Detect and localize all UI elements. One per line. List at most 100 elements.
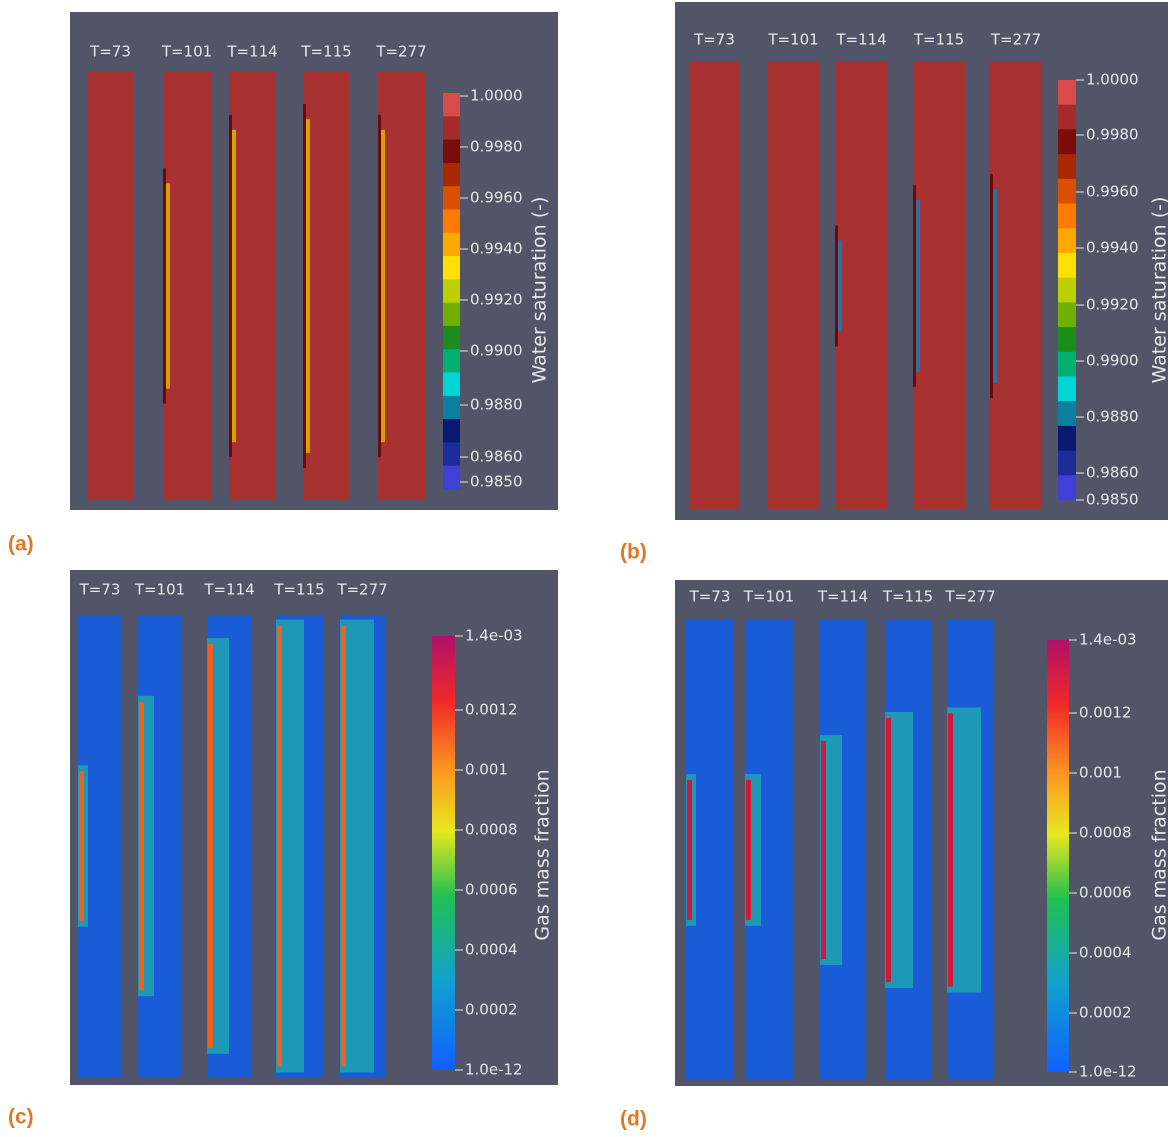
- time-label: T=114: [203, 581, 254, 599]
- domain-column: [229, 72, 276, 500]
- front: [835, 225, 838, 347]
- time-label: T=101: [134, 581, 185, 599]
- colorbar-tick-label: 0.9880: [1086, 408, 1139, 426]
- colorbar-segment: [1058, 104, 1076, 130]
- colorbar-tick-label: 0.9920: [470, 291, 523, 309]
- colorbar-segment: [443, 209, 460, 234]
- domain-column: [303, 72, 350, 500]
- time-label: T=115: [882, 588, 933, 606]
- colorbar-segment: [1058, 351, 1076, 377]
- colorbar-tick-label: 0.0012: [1079, 704, 1132, 722]
- colorbar-segment: [443, 395, 460, 420]
- domain-column: [88, 72, 133, 500]
- colorbar-segment: [1058, 154, 1076, 180]
- front: [208, 644, 213, 1048]
- colorbar-title: Water saturation (-): [1149, 197, 1171, 384]
- front: [277, 625, 282, 1067]
- front: [746, 780, 751, 920]
- front: [990, 174, 993, 398]
- colorbar-segment: [1058, 302, 1076, 328]
- front: [687, 780, 692, 920]
- colorbar-segment: [443, 162, 460, 187]
- colorbar-tick-label: 1.4e-03: [465, 627, 523, 645]
- front: [139, 701, 144, 991]
- colorbar-tick-label: 0.0008: [465, 821, 518, 839]
- time-label: T=115: [913, 31, 964, 49]
- colorbar-segment: [443, 139, 460, 164]
- front: [948, 713, 953, 987]
- front: [303, 104, 306, 468]
- colorbar-segment: [1058, 277, 1076, 303]
- colorbar-segment: [1058, 327, 1076, 353]
- colorbar-tick-label: 0.0004: [465, 941, 518, 959]
- domain-column: [689, 62, 740, 510]
- colorbar: [432, 636, 455, 1070]
- colorbar-tick-label: 0.9960: [470, 189, 523, 207]
- colorbar-tick-label: 0.9900: [470, 342, 523, 360]
- colorbar-segment: [443, 186, 460, 210]
- domain-column: [835, 62, 888, 510]
- front: [993, 189, 997, 383]
- time-label: T=114: [835, 31, 886, 49]
- colorbar-tick-label: 1.0e-12: [1079, 1063, 1137, 1081]
- colorbar-title: Gas mass fraction: [1149, 769, 1171, 940]
- colorbar-tick-label: 0.0012: [465, 701, 518, 719]
- colorbar-segment: [443, 302, 460, 327]
- colorbar-segment: [1058, 203, 1076, 229]
- colorbar-tick-label: 0.9850: [1086, 491, 1139, 509]
- colorbar-tick-label: 0.0002: [1079, 1004, 1132, 1022]
- front: [306, 119, 310, 453]
- front: [886, 718, 891, 982]
- colorbar-segment: [1058, 129, 1076, 155]
- front: [381, 129, 385, 443]
- time-label: T=277: [944, 588, 995, 606]
- colorbar-segment: [443, 349, 460, 374]
- time-label: T=115: [300, 43, 351, 61]
- panel-label: (a): [8, 533, 34, 556]
- colorbar-segment: [1058, 376, 1076, 402]
- time-label: T=101: [767, 31, 818, 49]
- time-label: T=73: [693, 31, 735, 49]
- colorbar-segment: [1058, 228, 1076, 254]
- colorbar-segment: [1058, 401, 1076, 427]
- colorbar-tick-label: 0.9880: [470, 396, 523, 414]
- time-label: T=101: [161, 43, 212, 61]
- front: [341, 625, 346, 1067]
- colorbar-tick-label: 0.9860: [470, 448, 523, 466]
- time-label: T=73: [89, 43, 131, 61]
- colorbar-segment: [443, 116, 460, 141]
- colorbar-title: Gas mass fraction: [532, 769, 554, 940]
- colorbar-tick-label: 1.4e-03: [1079, 631, 1137, 649]
- domain-column: [913, 62, 965, 510]
- colorbar-segment: [1058, 252, 1076, 279]
- front: [232, 129, 236, 443]
- colorbar-tick-label: 0.9860: [1086, 464, 1139, 482]
- colorbar-tick-label: 1.0000: [470, 87, 523, 105]
- colorbar-tick-label: 0.9980: [470, 138, 523, 156]
- time-label: T=114: [226, 43, 277, 61]
- colorbar: [1047, 640, 1069, 1072]
- front: [378, 114, 381, 458]
- colorbar-tick-label: 0.001: [465, 761, 508, 779]
- colorbar-segment: [1058, 80, 1076, 106]
- colorbar-title: Water saturation (-): [529, 197, 551, 384]
- colorbar-tick-label: 0.9850: [470, 473, 523, 491]
- colorbar-tick-label: 1.0e-12: [465, 1061, 523, 1079]
- colorbar-segment: [443, 419, 460, 443]
- colorbar-segment: [443, 325, 460, 350]
- time-label: T=73: [689, 588, 731, 606]
- colorbar-segment: [443, 93, 460, 117]
- colorbar-segment: [443, 442, 460, 467]
- colorbar-tick-label: 0.0008: [1079, 824, 1132, 842]
- colorbar-tick-label: 0.9900: [1086, 352, 1139, 370]
- front: [913, 185, 916, 387]
- colorbar-segment: [1058, 425, 1076, 452]
- front: [79, 771, 84, 921]
- front: [838, 240, 842, 332]
- domain-column: [768, 62, 819, 510]
- front: [229, 114, 232, 458]
- time-label: T=277: [336, 581, 387, 599]
- colorbar-tick-label: 0.0006: [1079, 884, 1132, 902]
- colorbar-segment: [443, 465, 460, 490]
- colorbar-tick-label: 0.0004: [1079, 944, 1132, 962]
